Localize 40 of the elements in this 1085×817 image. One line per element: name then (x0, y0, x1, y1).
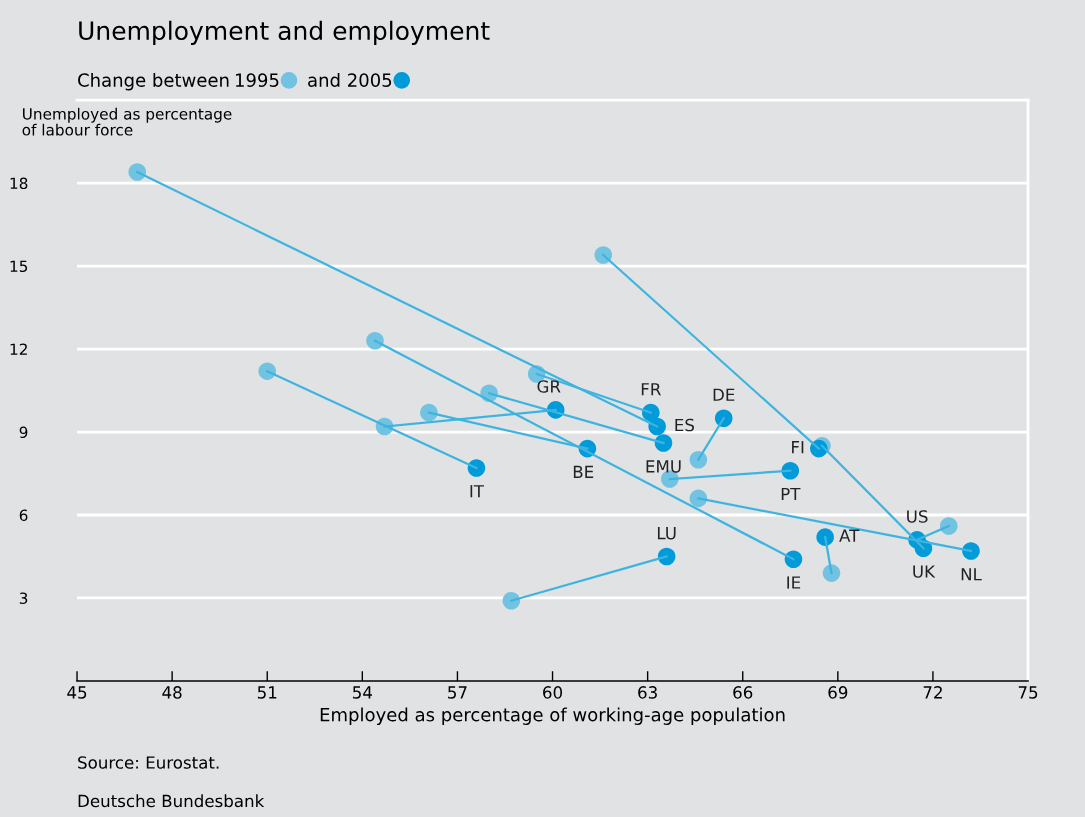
y-tick-label: 6 (19, 509, 28, 522)
legend-label: 1995 (235, 73, 279, 87)
source-note: Source: Eurostat. (78, 756, 219, 769)
annotation: FR (641, 383, 661, 396)
x-tick-label: 72 (923, 686, 942, 699)
annotation: EMU (646, 460, 681, 473)
x-tick-label: 57 (448, 686, 467, 699)
y-axis-title: Unemployed as percentage of labour force (22, 107, 232, 136)
annotation: UK (913, 565, 936, 578)
x-tick-label: 51 (257, 686, 277, 699)
y-tick-label: 3 (19, 592, 28, 605)
annotation: BE (573, 465, 594, 478)
chart-title: Unemployment and employment (79, 20, 490, 45)
text: Deutsche Bundesbank (78, 794, 265, 808)
x-tick-label: 54 (353, 686, 372, 699)
x-tick-label: 63 (638, 686, 657, 699)
x-tick-label: 66 (733, 686, 753, 699)
annotation: PT (781, 487, 801, 501)
y-tick-label: 9 (19, 426, 28, 439)
legend-title: Change between (78, 72, 229, 91)
annotation: ES (675, 418, 694, 432)
y-tick-label: 15 (10, 260, 28, 273)
annotation: DE (713, 388, 735, 401)
annotation: NL (961, 568, 982, 581)
annotation: IT (470, 485, 485, 498)
x-tick-label: 60 (543, 686, 563, 699)
annotation: IE (787, 576, 801, 589)
x-axis-title: Employed as percentage of working-age population (320, 707, 785, 725)
legend-label: and 2005 (308, 72, 392, 87)
annotation: AT (839, 529, 860, 542)
y-tick-label: 12 (10, 343, 27, 355)
y-tick-label: 18 (10, 177, 28, 190)
annotation: GR (537, 380, 561, 393)
x-tick-label: 75 (1018, 686, 1038, 699)
x-tick-label: 69 (828, 686, 848, 699)
annotation: US (907, 510, 928, 523)
x-tick-label: 48 (162, 686, 182, 699)
x-tick-label: 45 (67, 686, 87, 699)
annotation: FI (792, 441, 804, 454)
annotation: LU (657, 526, 676, 540)
